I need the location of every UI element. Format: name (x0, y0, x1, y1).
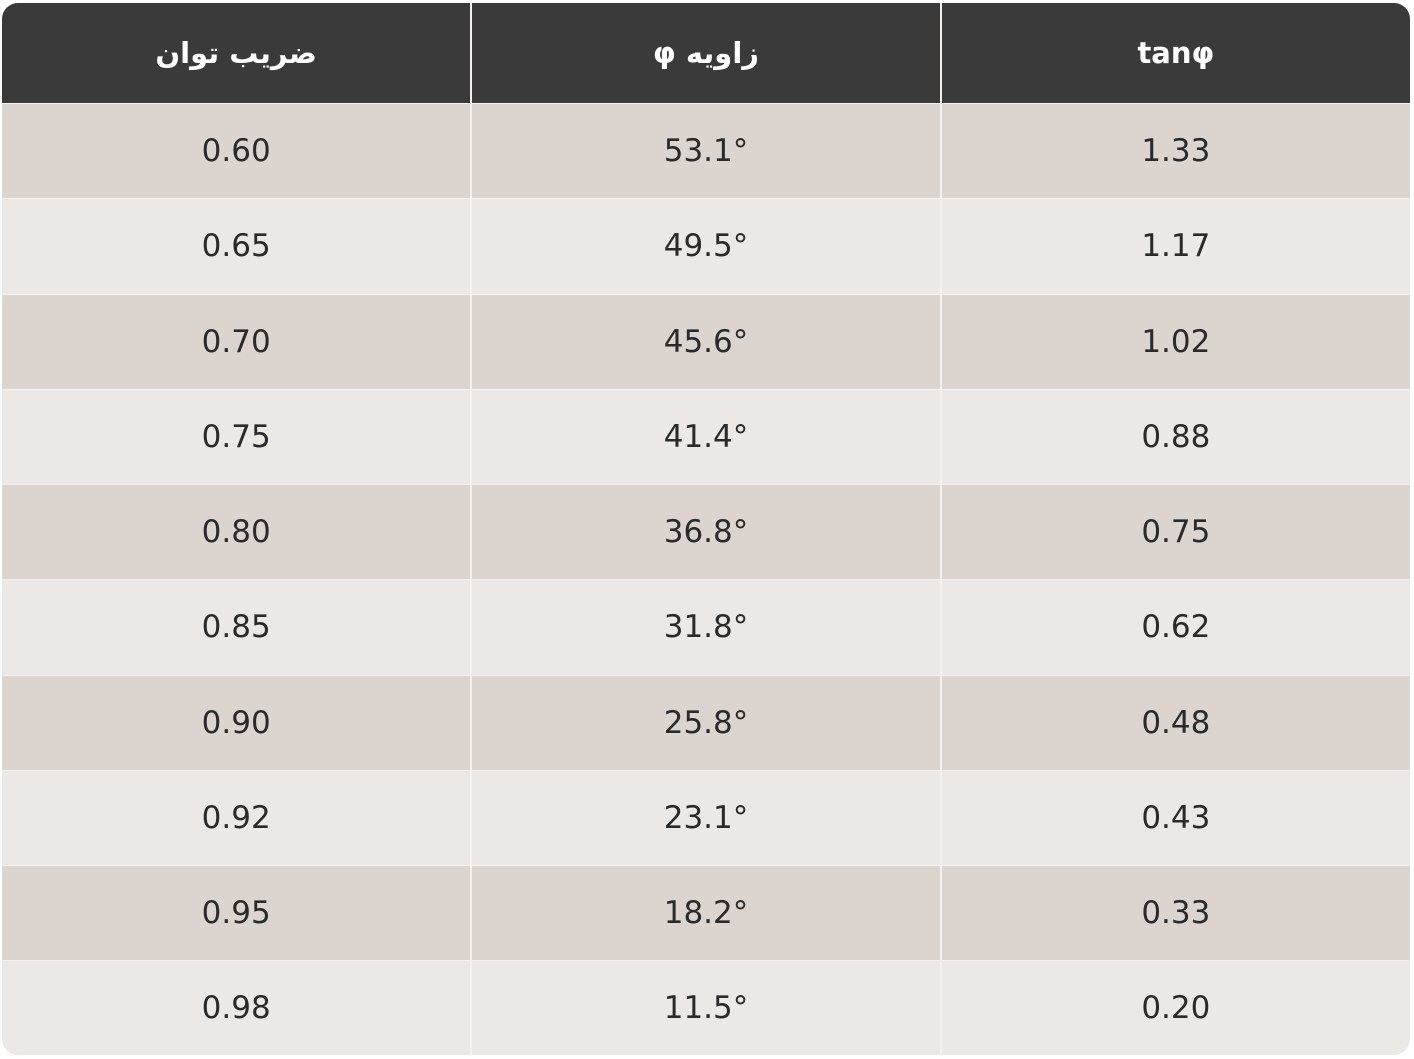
table: ضریب توان زاویه φ tanφ 0.60 53.1° 1.33 0.65 49… (2, 3, 1410, 1055)
table-row: 0.95 18.2° 0.33 (2, 865, 1410, 961)
table-cell: 0.43 (940, 769, 1410, 866)
table-cell: 0.33 (940, 865, 1410, 961)
table-cell: 1.17 (940, 198, 1410, 295)
table-cell: 0.65 (2, 198, 473, 295)
table-cell: 1.02 (940, 293, 1410, 390)
header-cell: ضریب توان (2, 3, 473, 104)
table-cell: 0.75 (2, 388, 473, 485)
table-cell: 53.1° (471, 102, 942, 199)
table-container: ضریب توان زاویه φ tanφ 0.60 53.1° 1.33 0.65 49… (2, 3, 1410, 1055)
table-row: 0.60 53.1° 1.33 (2, 102, 1410, 199)
table-cell: 0.62 (940, 579, 1410, 676)
table-cell: 0.20 (940, 960, 1410, 1055)
table-cell: 0.92 (2, 769, 473, 866)
table-row: 0.65 49.5° 1.17 (2, 198, 1410, 295)
table-row: 0.90 25.8° 0.48 (2, 674, 1410, 771)
table-cell: 0.70 (2, 293, 473, 390)
table-cell: 11.5° (471, 960, 942, 1055)
table-cell: 0.90 (2, 674, 473, 771)
table-cell: 31.8° (471, 579, 942, 676)
header-cell: زاویه φ (471, 3, 942, 104)
table-cell: 0.80 (2, 484, 473, 580)
table-cell: 41.4° (471, 388, 942, 485)
table-cell: 45.6° (471, 293, 942, 390)
table-cell: 0.88 (940, 388, 1410, 485)
table-cell: 25.8° (471, 674, 942, 771)
table-cell: 0.95 (2, 865, 473, 961)
table-row: 0.80 36.8° 0.75 (2, 484, 1410, 580)
table-cell: 0.48 (940, 674, 1410, 771)
table-cell: 49.5° (471, 198, 942, 295)
header-cell: tanφ (940, 3, 1410, 104)
table-cell: 0.75 (940, 484, 1410, 580)
table-cell: 0.98 (2, 960, 473, 1055)
header-row: ضریب توان زاویه φ tanφ (2, 3, 1410, 104)
table-body: 0.60 53.1° 1.33 0.65 49.5° 1.17 0.70 45.6° 1.02 0… (2, 102, 1410, 1055)
table-row: 0.92 23.1° 0.43 (2, 769, 1410, 866)
table-cell: 0.60 (2, 102, 473, 199)
table-cell: 0.85 (2, 579, 473, 676)
table-cell: 1.33 (940, 102, 1410, 199)
table-row: 0.75 41.4° 0.88 (2, 388, 1410, 485)
table-cell: 18.2° (471, 865, 942, 961)
table-header: ضریب توان زاویه φ tanφ (2, 3, 1410, 104)
table-row: 0.98 11.5° 0.20 (2, 960, 1410, 1055)
table-cell: 23.1° (471, 769, 942, 866)
table-cell: 36.8° (471, 484, 942, 580)
table-row: 0.70 45.6° 1.02 (2, 293, 1410, 390)
table-row: 0.85 31.8° 0.62 (2, 579, 1410, 676)
